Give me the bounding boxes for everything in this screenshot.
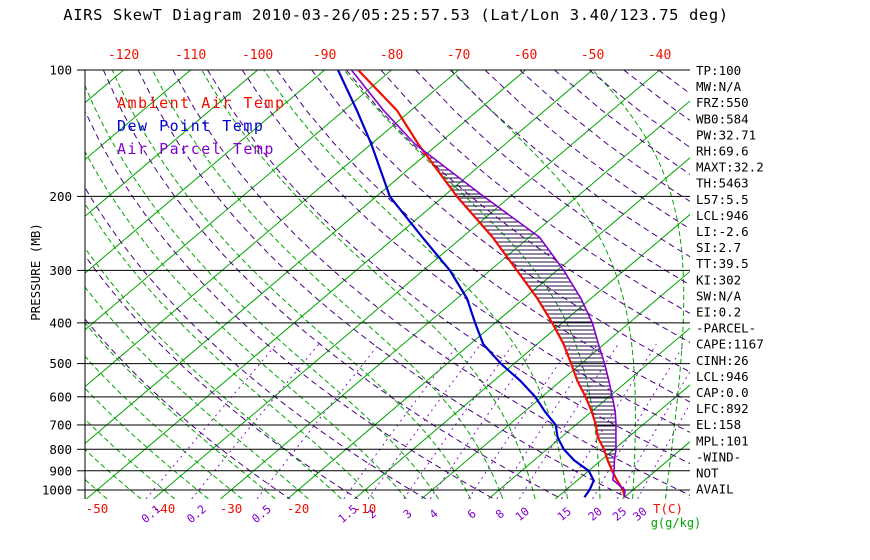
- bottom-temp-tick-label: -50: [86, 501, 109, 516]
- mixing-ratio-tick-label: 15: [554, 504, 574, 524]
- pressure-tick-label: 1000: [42, 483, 72, 498]
- bottom-temp-tick-label: -40: [153, 501, 176, 516]
- mixing-ratio-tick-label: 30: [630, 504, 650, 524]
- stats-line: TH:5463: [696, 176, 749, 191]
- mixing-ratio-unit-label: g(g/kg): [651, 516, 702, 530]
- top-temp-tick-label: -80: [380, 48, 403, 63]
- stats-line: LI:-2.6: [696, 224, 749, 239]
- dew-point-temp-curve: [337, 70, 595, 498]
- stats-line: PW:32.71: [696, 127, 756, 142]
- top-temp-tick-label: -120: [108, 48, 139, 63]
- stats-line: RH:69.6: [696, 144, 749, 159]
- stats-line: NOT: [696, 466, 719, 481]
- stats-line: TT:39.5: [696, 256, 749, 271]
- legend-item-dew-point-temp: Dew Point Temp: [117, 117, 264, 135]
- bottom-temp-tick-label: -20: [287, 501, 310, 516]
- stats-line: KI:302: [696, 272, 741, 287]
- pressure-tick-label: 500: [49, 356, 72, 371]
- pressure-tick-label: 400: [49, 315, 72, 330]
- bottom-temp-tick-label: -10: [354, 501, 377, 516]
- mixing-ratio-tick-label: 0.5: [249, 502, 274, 526]
- mixing-ratio-tick-label: 8: [493, 506, 507, 521]
- stats-line: -WIND-: [696, 449, 741, 464]
- bottom-temp-tick-label: -30: [220, 501, 243, 516]
- mixing-ratio-tick-label: 10: [512, 504, 532, 524]
- pressure-tick-label: 100: [49, 63, 72, 78]
- legend-item-air-parcel-temp: Air Parcel Temp: [117, 140, 275, 158]
- pressure-tick-label: 200: [49, 189, 72, 204]
- top-temp-tick-label: -110: [175, 48, 206, 63]
- pressure-tick-label: 800: [49, 442, 72, 457]
- stats-line: L57:5.5: [696, 192, 749, 207]
- stats-line: CAP:0.0: [696, 385, 749, 400]
- mixing-ratio-tick-label: 3: [400, 506, 414, 521]
- mixing-ratio-tick-label: 0.2: [184, 502, 209, 526]
- air-parcel-temp-curve: [350, 70, 626, 498]
- legend-item-ambient-air-temp: Ambient Air Temp: [117, 94, 286, 112]
- stats-line: CAPE:1167: [696, 337, 764, 352]
- stats-line: SW:N/A: [696, 288, 742, 303]
- stats-line: FRZ:550: [696, 95, 749, 110]
- stats-line: LCL:946: [696, 369, 749, 384]
- pressure-tick-label: 700: [49, 417, 72, 432]
- mixing-ratio-tick-label: 4: [426, 506, 440, 521]
- stats-line: MPL:101: [696, 433, 749, 448]
- top-temp-tick-label: -70: [447, 48, 470, 63]
- top-temp-tick-label: -90: [313, 48, 336, 63]
- stats-line: MW:N/A: [696, 79, 742, 94]
- stats-line: EI:0.2: [696, 305, 741, 320]
- stats-line: -PARCEL-: [696, 321, 756, 336]
- top-temp-tick-label: -100: [242, 48, 273, 63]
- stats-line: LCL:946: [696, 208, 749, 223]
- top-temp-tick-label: -60: [514, 48, 537, 63]
- stats-line: EL:158: [696, 417, 741, 432]
- mixing-ratio-tick-label: 25: [610, 504, 630, 524]
- pressure-tick-label: 600: [49, 389, 72, 404]
- pressure-axis-label: PRESSURE (MB): [28, 223, 43, 321]
- stats-line: SI:2.7: [696, 240, 741, 255]
- stats-line: CINH:26: [696, 353, 749, 368]
- mixing-ratio-tick-label: 20: [585, 504, 605, 524]
- stats-line: MAXT:32.2: [696, 160, 764, 175]
- temperature-unit-label: T(C): [653, 501, 683, 516]
- pressure-tick-label: 900: [49, 463, 72, 478]
- stats-line: AVAIL: [696, 482, 734, 497]
- chart-title: AIRS SkewT Diagram 2010-03-26/05:25:57.5…: [63, 6, 728, 24]
- pressure-tick-label: 300: [49, 263, 72, 278]
- mixing-ratio-tick-label: 2: [365, 506, 379, 521]
- mixing-ratio-tick-label: 6: [465, 506, 479, 521]
- mixing-ratio-lines: [145, 344, 690, 499]
- ambient-air-temp-curve: [357, 70, 626, 498]
- moist-adiabat-lines: [85, 70, 685, 499]
- top-temp-tick-label: -40: [648, 48, 671, 63]
- sounding-curves: [337, 70, 626, 498]
- cape-hatch-area: [425, 153, 616, 470]
- top-temp-tick-label: -50: [581, 48, 604, 63]
- stats-line: WB0:584: [696, 111, 749, 126]
- stats-line: TP:100: [696, 63, 741, 78]
- stats-line: LFC:892: [696, 401, 749, 416]
